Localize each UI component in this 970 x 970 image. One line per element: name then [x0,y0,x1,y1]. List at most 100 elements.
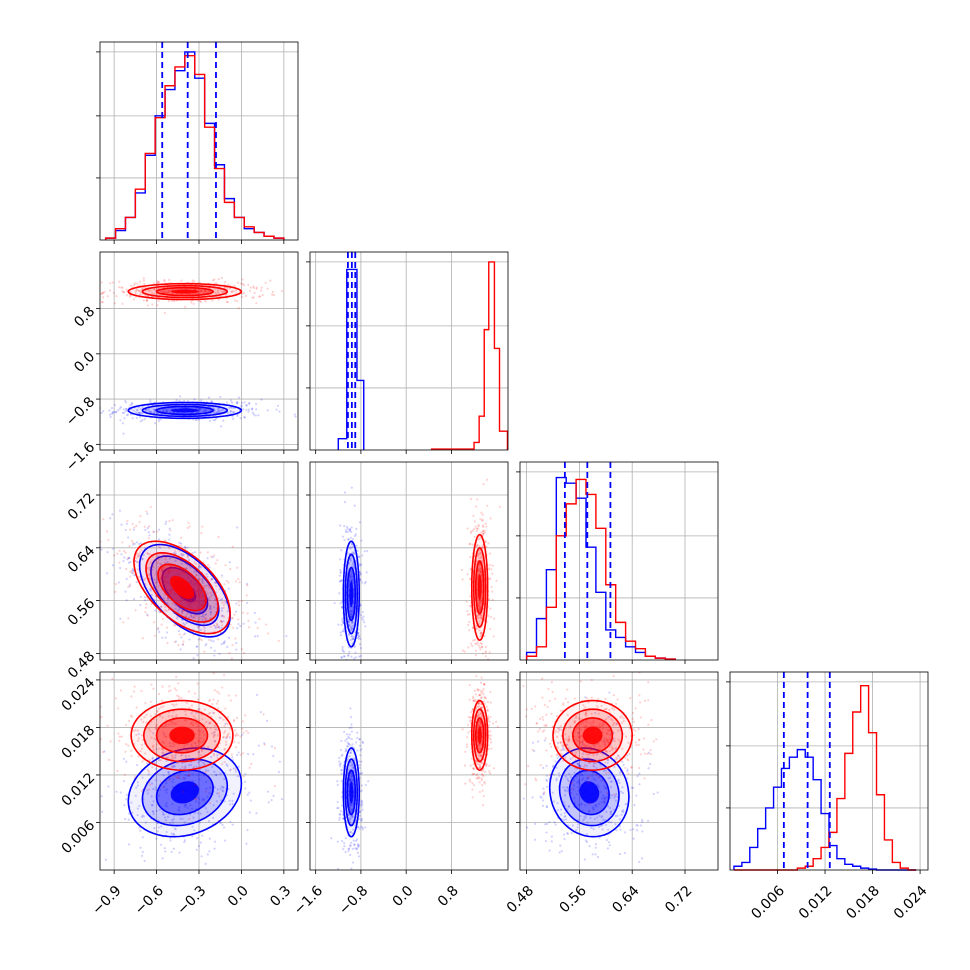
y-tick-label-2: 0.72 [65,490,98,523]
density-fill-red [477,574,482,601]
y-tick-label-1: 0.0 [71,349,98,376]
x-tick-label-2: 0.64 [609,883,642,916]
density-contour-blue [346,566,357,622]
histogram-blue-series [525,476,676,660]
density-contour-blue [568,769,610,816]
x-tick-label-3: 0.018 [843,883,883,923]
density-fill-blue [349,580,354,608]
density-contour-blue [342,747,360,838]
density-contour-red [471,699,489,772]
density-fill-blue [170,408,199,413]
x-tick-label-0: −0.9 [89,883,124,918]
y-tick-label-3: 0.012 [59,770,99,810]
density-fill-red [170,575,195,599]
density-contour-blue [155,769,214,816]
x-tick-label-0: 0.3 [267,883,294,910]
density-contour-blue [138,543,231,638]
y-tick-label-1: −1.6 [63,439,98,474]
scatter-panel-3-0 [99,671,299,871]
density-contour-red [155,717,209,754]
y-tick-label-2: 0.56 [65,596,98,629]
density-contour-red [145,551,219,623]
density-fill-red [477,726,482,745]
scatter-panel-2-0 [99,461,299,661]
density-contour-blue [558,758,620,827]
density-contour-red [141,284,229,299]
x-tick-label-2: 0.48 [504,883,537,916]
grid-lines [310,462,508,660]
density-contour-blue [141,758,229,827]
density-contour-red [473,546,487,628]
density-contour-blue [344,758,358,827]
density-contour-blue [342,540,360,648]
density-fill-red [170,289,199,294]
x-tick-label-3: 0.024 [891,883,931,923]
scatter-points-blue [520,691,659,870]
x-tick-label-1: 0.0 [390,883,417,910]
x-tick-label-1: −1.6 [291,883,326,918]
x-tick-label-3: 0.006 [748,883,788,923]
density-contour-red [127,282,243,301]
density-contour-red [473,708,487,763]
y-tick-label-3: 0.006 [59,817,99,857]
density-contour-blue [344,553,358,635]
x-tick-label-0: 0.0 [225,883,252,910]
grid-lines [100,672,298,870]
y-tick-label-3: 0.018 [59,722,99,762]
density-contour-blue [155,405,214,416]
density-contour-red [571,717,614,754]
grid-lines [310,672,508,870]
x-tick-label-1: 0.8 [435,883,462,910]
y-tick-label-1: −0.8 [63,394,98,429]
density-contour-red [155,286,214,297]
density-contour-red [130,699,234,772]
density-contour-blue [141,403,229,418]
x-tick-label-2: 0.56 [557,883,590,916]
histogram-panel-0 [99,41,299,241]
grid-lines [100,42,298,240]
y-tick-label-1: 0.8 [71,304,98,331]
grid-lines [520,672,718,870]
density-contour-red [133,540,231,635]
scatter-panel-3-2 [519,671,719,871]
histogram-red-series [430,261,509,450]
histogram-blue-series [733,748,917,871]
panel-frame [729,671,929,871]
y-tick-label-2: 0.48 [65,648,98,681]
grid-lines [310,252,508,450]
histogram-panel-1 [309,251,509,451]
histogram-blue-series [104,51,285,240]
histogram-panel-3 [729,671,929,871]
panel-frame [309,251,509,451]
density-contour-red [157,563,207,612]
density-fill-red [169,726,195,745]
scatter-panel-1-0 [99,251,299,451]
density-contour-red [142,708,222,763]
panel-frame [519,461,719,661]
density-contour-blue [127,401,243,420]
histogram-red-series [104,54,285,240]
x-tick-label-0: −0.6 [132,883,167,918]
panel-frame [309,671,509,871]
density-fill-red [582,726,603,745]
density-contour-red [475,717,485,754]
density-fill-blue [579,781,600,804]
y-tick-label-2: 0.64 [65,543,98,576]
grid-lines [100,462,298,660]
density-contour-red [475,560,485,615]
y-tick-label-3: 0.024 [59,675,99,715]
panel-frame [309,461,509,661]
x-tick-label-2: 0.72 [662,883,695,916]
x-tick-label-0: −0.3 [174,883,209,918]
x-tick-label-3: 0.012 [796,883,836,923]
scatter-panel-2-1 [309,461,509,661]
histogram-blue-series [337,268,365,450]
density-contour-blue [150,555,220,627]
x-tick-label-1: −0.8 [336,883,371,918]
density-contour-red [552,699,634,772]
histogram-panel-2 [519,461,719,661]
density-contour-blue [346,769,357,816]
density-fill-blue [349,781,354,804]
grid-lines [520,462,718,660]
